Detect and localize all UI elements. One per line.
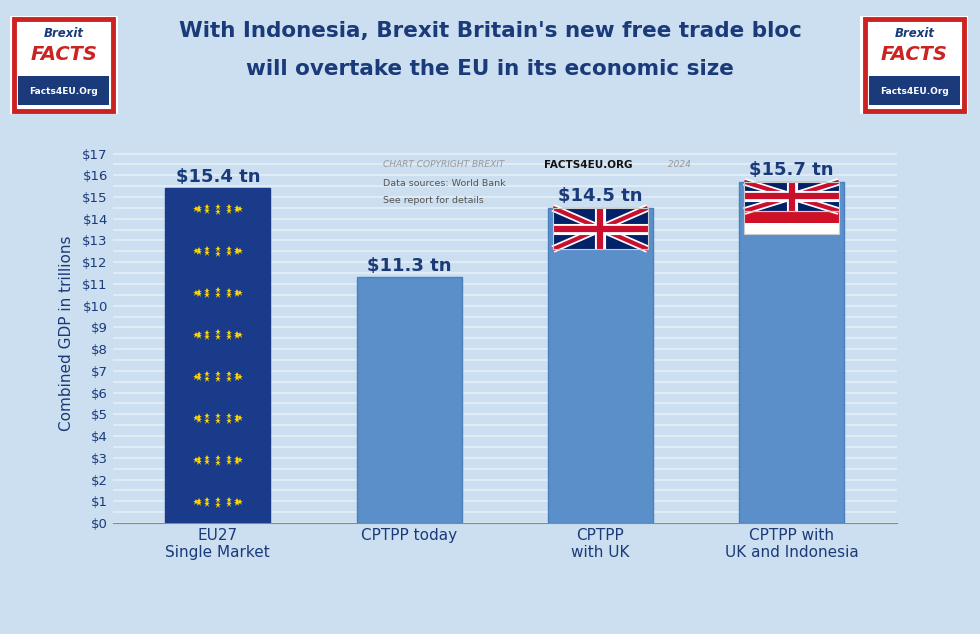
Bar xyxy=(869,76,959,105)
Text: $15.7 tn: $15.7 tn xyxy=(750,161,834,179)
Text: Facts4EU.Org: Facts4EU.Org xyxy=(29,86,98,96)
Text: Brexit: Brexit xyxy=(44,27,83,39)
Text: See report for details: See report for details xyxy=(383,196,484,205)
Bar xyxy=(744,211,839,234)
Text: FACTS: FACTS xyxy=(881,45,948,64)
Bar xyxy=(739,182,844,523)
Bar xyxy=(553,208,648,249)
Bar xyxy=(744,182,839,211)
Bar xyxy=(548,208,653,523)
Text: Brexit: Brexit xyxy=(895,27,934,39)
Text: CHART COPYRIGHT BREXIT: CHART COPYRIGHT BREXIT xyxy=(383,160,508,169)
Bar xyxy=(19,76,109,105)
Text: $11.3 tn: $11.3 tn xyxy=(367,257,452,275)
Bar xyxy=(744,211,839,223)
Text: $15.4 tn: $15.4 tn xyxy=(175,167,260,186)
Y-axis label: Combined GDP in trillions: Combined GDP in trillions xyxy=(59,235,74,430)
Text: Data sources: World Bank: Data sources: World Bank xyxy=(383,179,506,188)
Bar xyxy=(357,278,462,523)
Bar xyxy=(744,223,839,234)
Bar xyxy=(553,208,648,249)
Bar xyxy=(166,188,270,523)
Bar xyxy=(744,182,839,211)
Text: FACTS4EU.ORG: FACTS4EU.ORG xyxy=(544,160,632,170)
Text: will overtake the EU in its economic size: will overtake the EU in its economic siz… xyxy=(246,59,734,79)
Text: Facts4EU.Org: Facts4EU.Org xyxy=(880,86,949,96)
Text: 2024: 2024 xyxy=(665,160,691,169)
Text: $14.5 tn: $14.5 tn xyxy=(558,187,643,205)
Text: FACTS: FACTS xyxy=(30,45,97,64)
Text: With Indonesia, Brexit Britain's new free trade bloc: With Indonesia, Brexit Britain's new fre… xyxy=(178,21,802,41)
